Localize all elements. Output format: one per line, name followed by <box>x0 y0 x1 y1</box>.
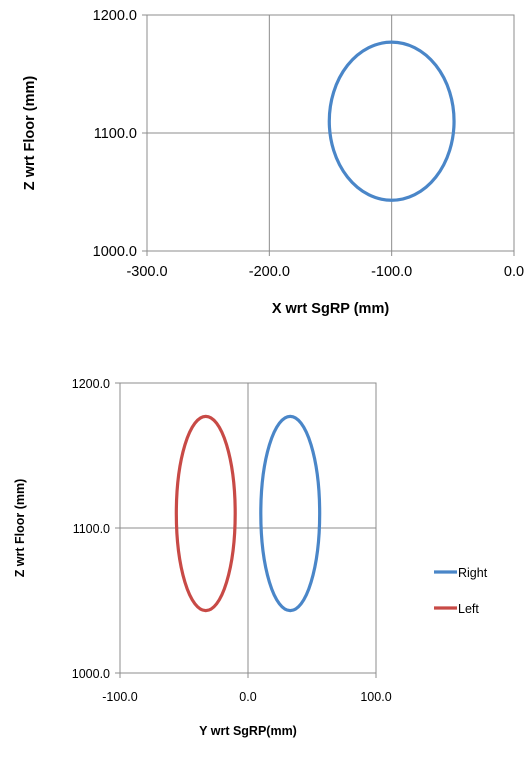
series-right-curve <box>259 414 322 613</box>
y-tick-label: 1100.0 <box>94 126 137 142</box>
legend-label-left: Left <box>458 602 479 616</box>
chart-xz: -300.0 -200.0 -100.0 0.0 1000.0 1100.0 1200.0 X… <box>22 8 524 317</box>
y-tick-label: 1000.0 <box>72 667 110 681</box>
y-tick-label: 1100.0 <box>73 522 110 536</box>
y-axis-title: Z wrt Floor (mm) <box>13 479 27 578</box>
x-tick-label: 0.0 <box>504 264 524 280</box>
y-axis-title: Z wrt Floor (mm) <box>22 76 38 191</box>
x-tick-label: -300.0 <box>126 264 167 280</box>
y-tick-label: 1200.0 <box>93 8 137 24</box>
series-ellipse-curve <box>327 40 456 202</box>
x-axis-title: X wrt SgRP (mm) <box>272 301 390 317</box>
series-left-curve <box>174 414 237 613</box>
x-axis-title: Y wrt SgRP(mm) <box>199 724 297 738</box>
x-tick-label: 0.0 <box>239 690 256 704</box>
x-tick-label: -100.0 <box>371 264 412 280</box>
chart-yz: -100.0 0.0 100.0 1000.0 1100.0 1200.0 Y wrt Sg… <box>13 377 488 738</box>
legend-label-right: Right <box>458 566 488 580</box>
x-tick-label: -200.0 <box>249 264 290 280</box>
y-tick-label: 1200.0 <box>72 377 110 391</box>
x-tick-label: 100.0 <box>360 690 391 704</box>
x-tick-label: -100.0 <box>102 690 137 704</box>
y-tick-label: 1000.0 <box>93 244 137 260</box>
